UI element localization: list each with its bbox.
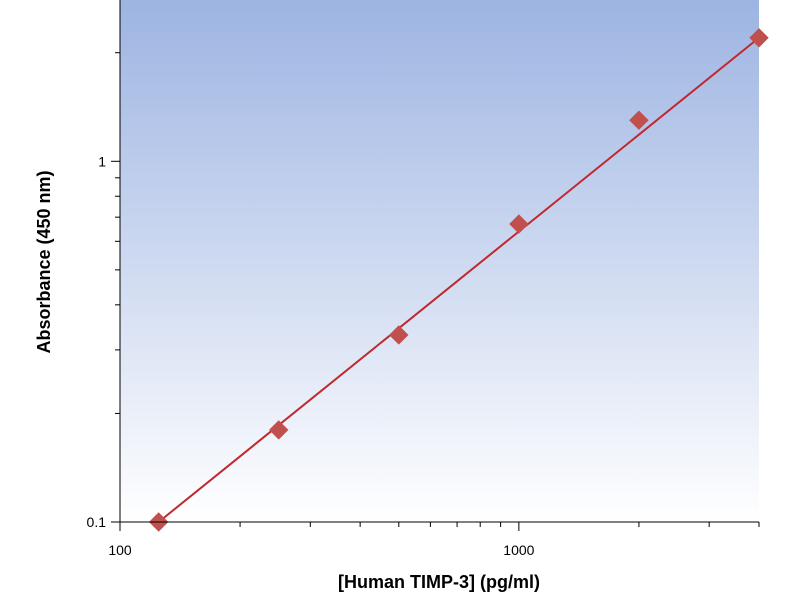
data-point [389,325,409,345]
y-axis-title: Absorbance (450 nm) [34,170,54,353]
fit-line-layer [158,37,760,523]
data-point [629,110,649,130]
data-point [509,214,529,234]
data-point [749,28,769,48]
y-tick-label: 1 [98,153,106,169]
x-tick-label: 100 [108,542,132,558]
data-point [269,420,289,440]
plot-area [120,0,759,522]
x-axis-title: [Human TIMP-3] (pg/ml) [338,572,540,592]
y-tick-label: 0.1 [87,514,107,530]
axes-layer [119,0,759,523]
fit-line [158,37,760,523]
x-tick-label: 1000 [503,542,534,558]
ticks-layer: 100 1000 0.1 1 [87,52,760,558]
